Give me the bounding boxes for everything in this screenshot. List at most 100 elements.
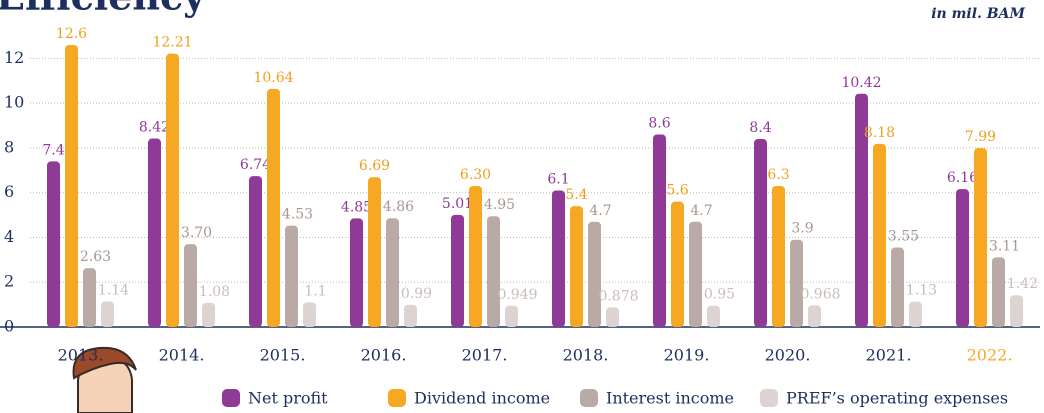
value-label: 3.11: [989, 238, 1020, 254]
value-label: 3.9: [791, 221, 813, 237]
chart-subtitle: in mil. BAM: [931, 6, 1025, 22]
value-label: 4.95: [484, 197, 515, 213]
bar: [772, 186, 785, 327]
value-label: 4.7: [690, 203, 712, 219]
bar: [873, 144, 886, 327]
value-label: 8.4: [749, 120, 771, 136]
x-tick-label: 2019.: [664, 346, 710, 365]
bar: [65, 45, 78, 327]
bar: [505, 306, 518, 327]
value-label: 0.949: [497, 287, 537, 303]
bar: [754, 139, 767, 327]
bar: [707, 306, 720, 327]
bar: [303, 302, 316, 327]
bar: [956, 189, 969, 327]
bar: [606, 307, 619, 327]
value-label: 4.7: [589, 203, 611, 219]
legend-swatch: [388, 389, 406, 407]
value-label: 1.1: [304, 283, 326, 299]
y-tick-label: 6: [4, 182, 14, 201]
value-label: 8.42: [139, 120, 170, 136]
value-label: 10.42: [841, 75, 881, 91]
value-label: 6.1: [547, 171, 569, 187]
bar: [671, 202, 684, 327]
x-tick-label: 2014.: [159, 346, 205, 365]
y-tick-label: 2: [4, 272, 14, 291]
value-label: 0.99: [401, 286, 432, 302]
bar: [83, 268, 96, 327]
bar: [689, 222, 702, 327]
value-label: 2.63: [80, 249, 111, 265]
value-label: 3.70: [181, 225, 212, 241]
legend-label: Interest income: [606, 389, 734, 408]
bar: [249, 176, 262, 327]
page: Efficiency in mil. BAM 0246810122013.7.4…: [0, 0, 1044, 413]
value-label: 0.878: [598, 288, 638, 304]
value-label: 7.4: [42, 142, 64, 158]
value-label: 5.01: [442, 196, 473, 212]
bar: [267, 89, 280, 327]
y-tick-label: 10: [4, 93, 24, 112]
value-label: 4.53: [282, 207, 313, 223]
value-label: 6.69: [359, 158, 390, 174]
value-label: 5.6: [666, 183, 688, 199]
bar: [386, 218, 399, 327]
legend-label: Net profit: [248, 389, 328, 408]
bar: [891, 248, 904, 327]
x-tick-label: 2017.: [462, 346, 508, 365]
y-tick-label: 0: [4, 317, 14, 336]
bar: [451, 215, 464, 327]
x-tick-label: 2020.: [765, 346, 811, 365]
value-label: 0.968: [800, 286, 840, 302]
bar: [350, 218, 363, 327]
bar: [588, 222, 601, 327]
bar: [552, 190, 565, 327]
x-tick-label: 2021.: [866, 346, 912, 365]
value-label: 6.3: [767, 167, 789, 183]
chart: Efficiency in mil. BAM 0246810122013.7.4…: [0, 0, 1044, 413]
bar: [166, 54, 179, 327]
bar: [368, 177, 381, 327]
value-label: 8.18: [864, 125, 895, 141]
value-label: 6.74: [240, 157, 271, 173]
bar: [790, 240, 803, 327]
bar: [148, 139, 161, 327]
bar: [404, 305, 417, 327]
value-label: 1.14: [98, 282, 129, 298]
bar: [101, 301, 114, 327]
value-label: 4.85: [341, 199, 372, 215]
bar: [808, 305, 821, 327]
x-tick-label: 2016.: [361, 346, 407, 365]
legend-label: PREF’s operating expenses: [786, 389, 1008, 408]
legend-swatch: [222, 389, 240, 407]
value-label: 1.42: [1007, 276, 1038, 292]
x-tick-label: 2013.: [58, 346, 104, 365]
bar: [1010, 295, 1023, 327]
value-label: 5.4: [565, 187, 587, 203]
y-tick-label: 12: [4, 48, 24, 67]
value-label: 1.13: [906, 283, 937, 299]
value-label: 12.21: [152, 35, 192, 51]
value-label: 10.64: [253, 70, 293, 86]
bar: [285, 226, 298, 327]
bar: [909, 302, 922, 327]
x-tick-label: 2022.: [967, 346, 1013, 365]
chart-title: Efficiency: [0, 0, 206, 19]
x-tick-label: 2015.: [260, 346, 306, 365]
x-tick-label: 2018.: [563, 346, 609, 365]
legend-swatch: [580, 389, 598, 407]
legend-label: Dividend income: [414, 389, 550, 408]
bar: [469, 186, 482, 327]
bar: [202, 303, 215, 327]
value-label: 8.6: [648, 115, 670, 131]
bar: [47, 161, 60, 327]
legend-swatch: [760, 389, 778, 407]
bar: [570, 206, 583, 327]
bar: [974, 148, 987, 327]
value-label: 6.30: [460, 167, 491, 183]
y-tick-label: 8: [4, 137, 14, 156]
value-label: 1.08: [199, 284, 230, 300]
value-label: 7.99: [965, 129, 996, 145]
bar: [487, 216, 500, 327]
bar: [992, 257, 1005, 327]
